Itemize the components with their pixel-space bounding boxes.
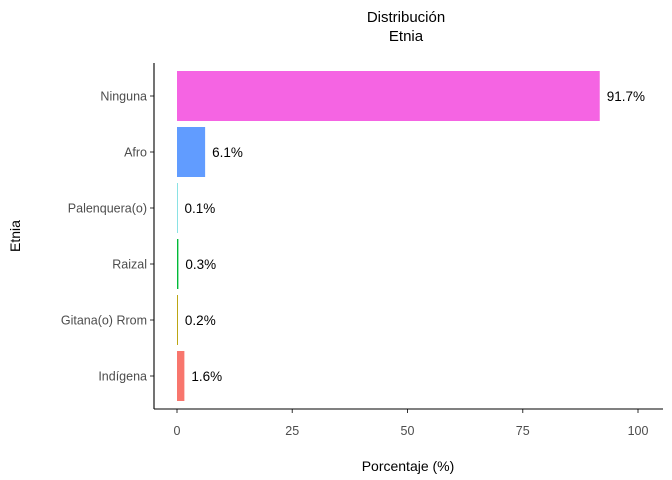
y-axis-title: Etnia	[7, 220, 23, 252]
y-axis-ticks: Ninguna Afro Palenquera(o) Raizal Gitana(o) …	[61, 90, 154, 384]
x-tick-label: 0	[174, 424, 181, 438]
x-tick-label: 25	[285, 424, 299, 438]
bar	[177, 295, 178, 345]
y-tick-label: Palenquera(o)	[68, 202, 147, 216]
data-label: 0.1%	[184, 201, 215, 216]
x-tick-label: 100	[628, 424, 649, 438]
data-label: 91.7%	[607, 89, 645, 104]
data-label: 6.1%	[212, 145, 243, 160]
bars-group	[177, 71, 600, 401]
x-axis-title: Porcentaje (%)	[362, 458, 455, 474]
chart-title: Distribución	[367, 9, 445, 26]
y-tick-label: Raizal	[112, 258, 147, 272]
x-tick-label: 50	[401, 424, 415, 438]
chart-subtitle: Etnia	[389, 28, 424, 45]
y-tick-label: Gitana(o) Rrom	[61, 314, 147, 328]
y-tick-label: Ninguna	[100, 90, 147, 104]
data-label: 0.2%	[185, 313, 216, 328]
bar	[177, 351, 185, 401]
bar	[177, 71, 600, 121]
bar	[177, 127, 206, 177]
data-label: 1.6%	[191, 369, 222, 384]
x-axis-ticks: 0 25 50 75 100	[174, 409, 649, 438]
data-label: 0.3%	[185, 257, 216, 272]
y-tick-label: Indígena	[98, 370, 147, 384]
data-labels-group: 91.7% 6.1% 0.1% 0.3% 0.2% 1.6%	[184, 89, 645, 384]
x-tick-label: 75	[516, 424, 530, 438]
y-tick-label: Afro	[124, 146, 147, 160]
bar	[177, 239, 179, 289]
